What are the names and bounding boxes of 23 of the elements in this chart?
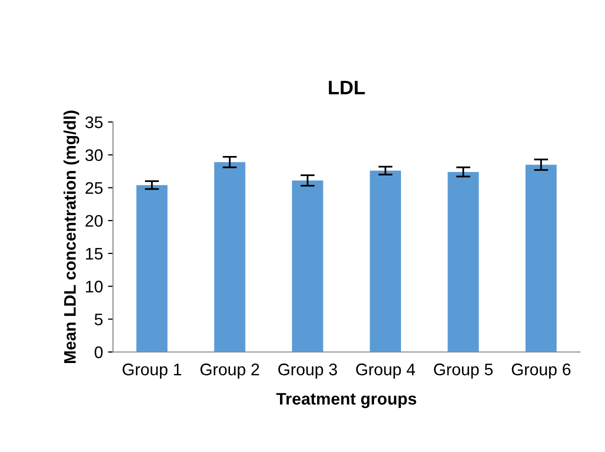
- bar: [370, 170, 401, 352]
- x-tick-label: Group 4: [356, 364, 416, 379]
- y-tick-label: 25: [86, 182, 103, 194]
- x-tick-label: Group 2: [200, 364, 260, 379]
- bar: [526, 164, 557, 352]
- y-tick-label: 0: [94, 346, 103, 358]
- y-tick-label: 15: [86, 248, 103, 260]
- y-tick-label: 30: [85, 149, 103, 162]
- x-tick-label: Group 5: [434, 364, 493, 379]
- y-tick-label: 10: [86, 280, 103, 292]
- bar: [214, 162, 246, 352]
- bar: [292, 180, 324, 352]
- x-tick-label: Group 1: [122, 364, 182, 379]
- x-tick-label: Group 3: [278, 364, 337, 379]
- x-tick-label: Group 6: [512, 364, 570, 379]
- chart-title: LDL: [328, 80, 365, 94]
- y-axis-title: Mean LDL concentration (mg/dl): [64, 110, 80, 364]
- x-axis-title: Treatment groups: [276, 393, 416, 408]
- y-tick-label: 5: [94, 314, 103, 326]
- bar: [448, 172, 479, 352]
- bar: [136, 185, 168, 352]
- y-tick-label: 20: [86, 214, 103, 227]
- y-tick-label: 35: [85, 116, 103, 128]
